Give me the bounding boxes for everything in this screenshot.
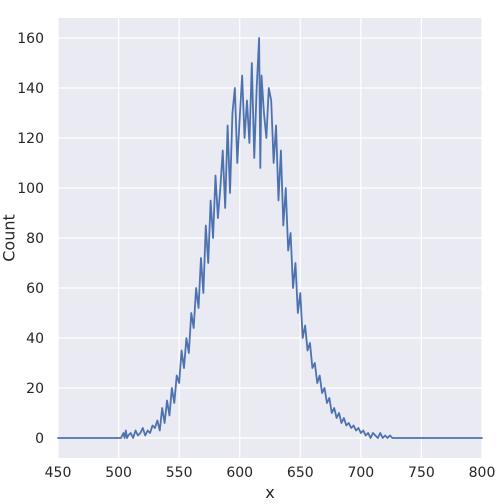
series-line-count xyxy=(57,37,483,439)
y-tick-label: 0 xyxy=(35,431,44,447)
y-tick-label: 140 xyxy=(17,81,44,97)
x-tick-label: 550 xyxy=(166,465,193,481)
y-tick-label: 160 xyxy=(17,31,44,47)
y-tick-label: 40 xyxy=(26,331,44,347)
y-tick-label: 20 xyxy=(26,381,44,397)
x-tick-label: 450 xyxy=(45,465,72,481)
y-tick-label: 120 xyxy=(17,131,44,147)
x-tick-label: 600 xyxy=(226,465,253,481)
x-tick-label: 750 xyxy=(408,465,435,481)
y-tick-label: 100 xyxy=(17,181,44,197)
x-tick-label: 700 xyxy=(347,465,374,481)
gridlines xyxy=(57,18,483,458)
x-tick-label: 650 xyxy=(287,465,314,481)
y-axis-label: Count xyxy=(0,214,19,262)
y-tick-label: 80 xyxy=(26,231,44,247)
x-tick-label: 500 xyxy=(105,465,132,481)
x-axis-label: x xyxy=(265,483,274,500)
series-layer xyxy=(57,37,483,439)
tick-labels: 450 500 550 600 650 700 750 800 0 20 40 60 80 100 120 1… xyxy=(17,31,495,481)
x-tick-label: 800 xyxy=(469,465,496,481)
y-tick-label: 60 xyxy=(26,281,44,297)
